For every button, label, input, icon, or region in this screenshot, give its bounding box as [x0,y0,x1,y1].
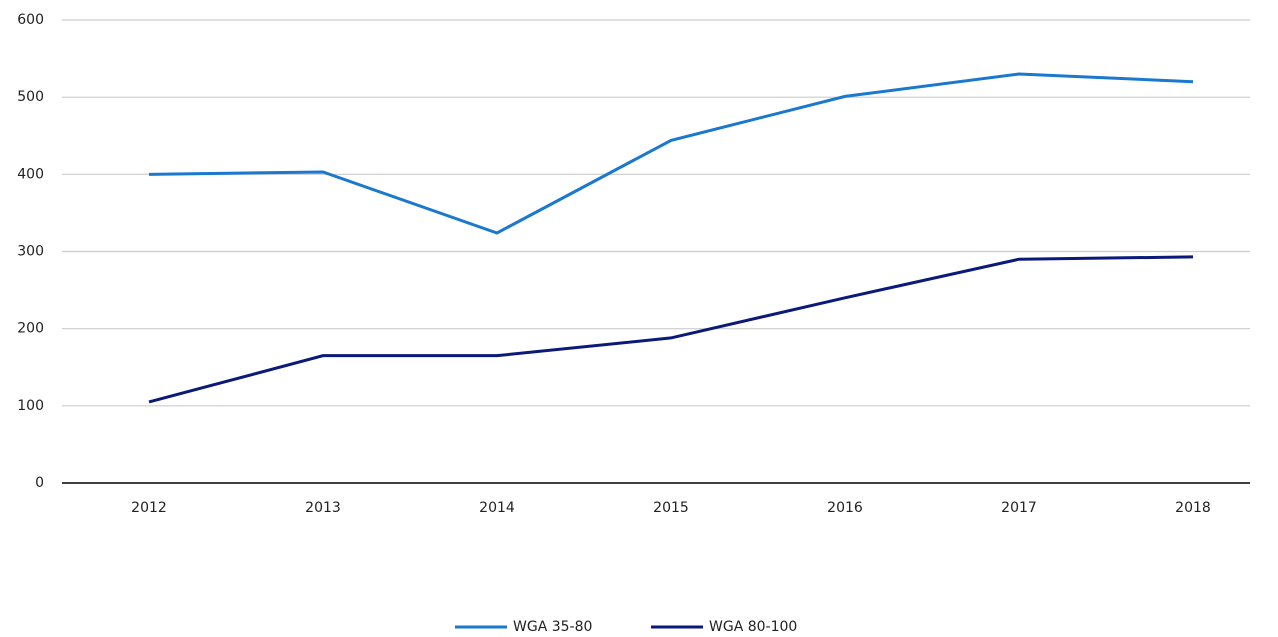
x-tick-label: 2016 [827,500,863,516]
y-tick-label: 0 [35,475,44,491]
x-tick-label: 2017 [1001,500,1037,516]
y-tick-label: 200 [17,321,44,337]
y-tick-label: 400 [17,166,44,182]
y-tick-label: 300 [17,244,44,260]
x-tick-label: 2012 [131,500,167,516]
data-line [148,72,1194,235]
x-tick-label: 2015 [653,500,689,516]
data-line [148,255,1194,404]
y-tick-label: 600 [17,12,44,28]
y-tick-label: 100 [17,398,44,414]
legend-label: WGA 35-80 [513,619,592,635]
legend-label: WGA 80-100 [709,619,797,635]
x-tick-label: 2018 [1175,500,1211,516]
y-tick-label: 500 [17,89,44,105]
x-tick-label: 2014 [479,500,515,516]
x-tick-label: 2013 [305,500,341,516]
